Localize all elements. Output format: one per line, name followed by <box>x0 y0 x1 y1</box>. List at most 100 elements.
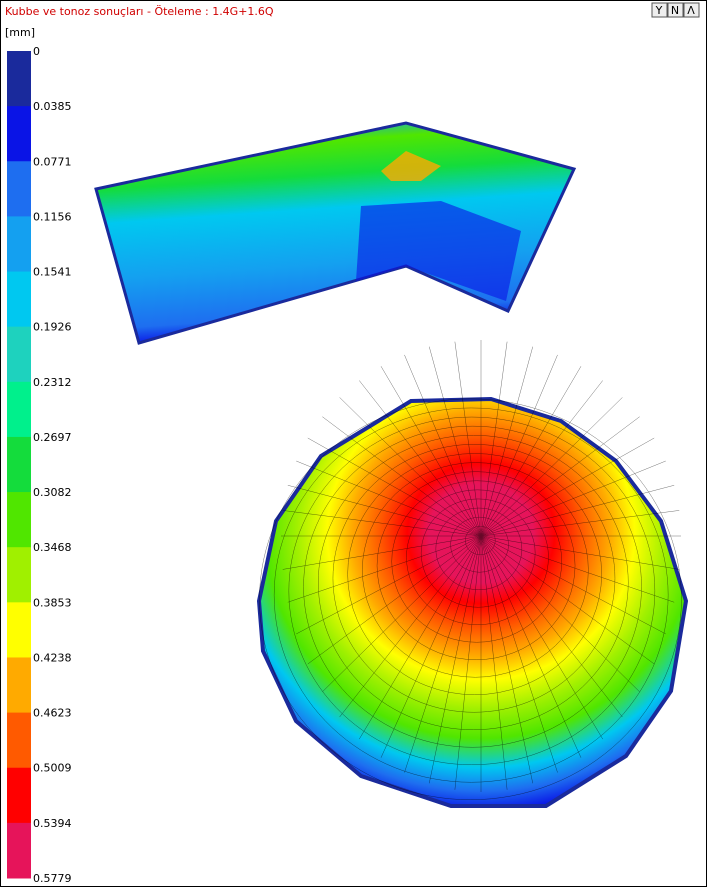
mesh-line <box>296 535 482 635</box>
mesh-line <box>480 380 603 537</box>
mesh-line <box>480 535 675 603</box>
mesh-ring <box>406 489 549 625</box>
legend-band <box>7 602 31 658</box>
mesh-line <box>339 397 482 537</box>
legend-label: 0.1156 <box>33 210 72 223</box>
legend-label: 0.0385 <box>33 100 72 113</box>
legend-label: 0.2312 <box>33 376 72 389</box>
mesh-line <box>322 535 482 693</box>
mesh-line <box>480 341 508 537</box>
mesh-line <box>480 535 640 693</box>
mesh-line <box>480 535 680 570</box>
mesh-line <box>380 535 482 758</box>
n-button[interactable] <box>667 2 684 18</box>
mesh-grid <box>259 340 682 800</box>
mesh-line <box>359 380 482 537</box>
mesh-ring <box>303 425 642 748</box>
legend-label: 0.4623 <box>33 707 72 720</box>
mesh-ring <box>465 526 496 555</box>
up-button[interactable] <box>683 2 700 18</box>
mesh-ring <box>435 507 523 591</box>
mesh-line <box>480 346 534 537</box>
mesh-line <box>480 535 655 665</box>
legend-band <box>7 106 31 162</box>
legend-unit: [mm] <box>5 26 35 39</box>
mesh-line <box>282 510 482 537</box>
mesh-ring <box>273 407 669 783</box>
legend-band <box>7 51 31 107</box>
legend-band <box>7 326 31 383</box>
legend-label: 0.5009 <box>33 762 72 775</box>
mesh-line <box>480 535 558 773</box>
legend-label: 0.3853 <box>33 596 72 609</box>
legend-label: 0.3468 <box>33 541 72 554</box>
legend-label: 0 <box>33 45 40 58</box>
legend-label: 0.3082 <box>33 486 72 499</box>
mesh-line <box>480 535 508 790</box>
mesh-line <box>404 354 482 537</box>
vault-model <box>94 121 577 345</box>
legend-band <box>7 271 31 328</box>
mesh-line <box>307 535 482 665</box>
mesh-ring <box>450 516 509 573</box>
mesh-line <box>287 535 482 603</box>
color-legend: 0 0.0385 0.0771 0.1156 0.1541 0.1926 0.2312 0.2… <box>7 45 72 885</box>
legend-band <box>7 436 31 493</box>
legend-band <box>7 381 31 438</box>
legend-label: 0.5779 <box>33 872 72 885</box>
mesh-line <box>380 366 482 537</box>
mesh-line <box>454 341 482 537</box>
legend-label: 0.5394 <box>33 817 72 830</box>
vault-hotspot <box>381 151 441 181</box>
legend-band <box>7 161 31 217</box>
legend-label: 0.1541 <box>33 266 72 279</box>
mesh-ring <box>347 453 602 695</box>
up-button-label[interactable]: Λ <box>687 4 695 17</box>
mesh-line <box>307 437 482 537</box>
mesh-ring <box>318 435 629 730</box>
mesh-line <box>359 535 482 740</box>
mesh-line <box>480 535 666 635</box>
legend-band <box>7 547 31 603</box>
mesh-line <box>480 437 655 537</box>
mesh-line <box>428 535 482 784</box>
mesh-line <box>296 460 482 537</box>
mesh-ring <box>332 444 616 713</box>
filter-button-label[interactable]: Y <box>655 4 663 17</box>
mesh-line <box>480 354 558 537</box>
mesh-ring <box>259 398 682 800</box>
dome-model <box>256 396 689 808</box>
mesh-ring <box>362 462 589 678</box>
vault-support-zone <box>356 201 521 301</box>
legend-band <box>7 657 31 714</box>
n-button-label[interactable]: N <box>671 4 679 17</box>
mesh-line <box>480 366 582 537</box>
mesh-line <box>480 485 675 537</box>
legend-label: 0.0771 <box>33 155 72 168</box>
mesh-line <box>480 535 582 758</box>
mesh-line <box>428 346 482 537</box>
mesh-ring <box>420 498 536 608</box>
mesh-line <box>480 416 640 537</box>
mesh-line <box>480 535 534 784</box>
legend-band <box>7 767 31 824</box>
mesh-line <box>339 535 482 718</box>
mesh-ring <box>391 480 562 643</box>
mesh-line <box>282 535 482 570</box>
mesh-line <box>480 535 603 740</box>
filter-button[interactable] <box>651 2 668 18</box>
mesh-ring <box>376 471 576 661</box>
legend-band <box>7 712 31 769</box>
mesh-line <box>480 510 680 537</box>
legend-label: 0.2697 <box>33 431 72 444</box>
window-title: Kubbe ve tonoz sonuçları - Öteleme : 1.4… <box>5 5 274 18</box>
legend-band <box>7 216 31 273</box>
legend-label: 0.1926 <box>33 321 72 334</box>
mesh-line <box>322 416 482 537</box>
toolbar: Y N Λ <box>651 2 700 18</box>
legend-band <box>7 492 31 548</box>
legend-band <box>7 822 31 879</box>
mesh-line <box>454 535 482 790</box>
